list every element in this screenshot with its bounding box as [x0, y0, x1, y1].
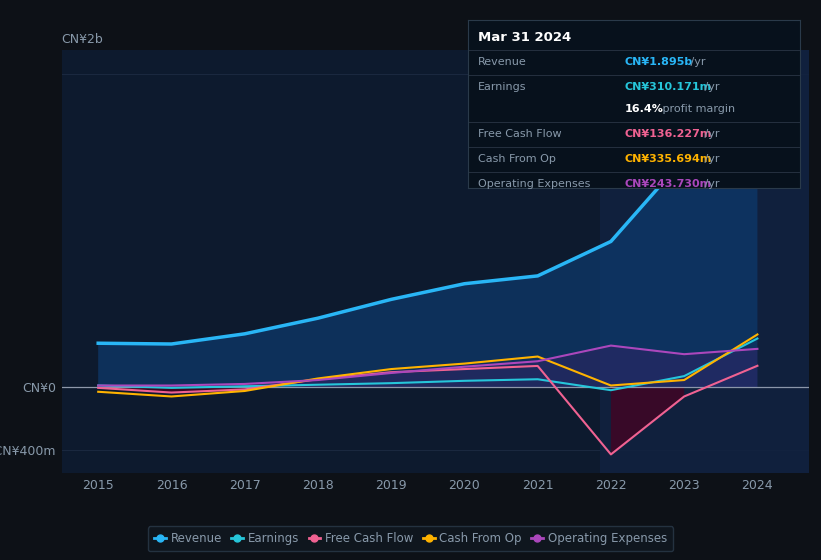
- Text: CN¥2b: CN¥2b: [62, 33, 103, 46]
- Text: /yr: /yr: [701, 82, 719, 92]
- Text: Mar 31 2024: Mar 31 2024: [478, 31, 571, 44]
- Text: CN¥243.730m: CN¥243.730m: [624, 179, 711, 189]
- Text: Operating Expenses: Operating Expenses: [478, 179, 590, 189]
- Text: CN¥136.227m: CN¥136.227m: [624, 129, 712, 139]
- Text: CN¥310.171m: CN¥310.171m: [624, 82, 711, 92]
- Text: Earnings: Earnings: [478, 82, 526, 92]
- Text: CN¥1.895b: CN¥1.895b: [624, 57, 692, 67]
- Text: Free Cash Flow: Free Cash Flow: [478, 129, 562, 139]
- Text: profit margin: profit margin: [659, 104, 736, 114]
- Text: Revenue: Revenue: [478, 57, 527, 67]
- Text: CN¥335.694m: CN¥335.694m: [624, 154, 712, 164]
- Text: Cash From Op: Cash From Op: [478, 154, 556, 164]
- Text: /yr: /yr: [701, 129, 719, 139]
- Text: /yr: /yr: [701, 179, 719, 189]
- Legend: Revenue, Earnings, Free Cash Flow, Cash From Op, Operating Expenses: Revenue, Earnings, Free Cash Flow, Cash …: [148, 526, 673, 551]
- Text: /yr: /yr: [687, 57, 705, 67]
- Text: 16.4%: 16.4%: [624, 104, 663, 114]
- Text: /yr: /yr: [701, 154, 719, 164]
- Bar: [600, 50, 809, 473]
